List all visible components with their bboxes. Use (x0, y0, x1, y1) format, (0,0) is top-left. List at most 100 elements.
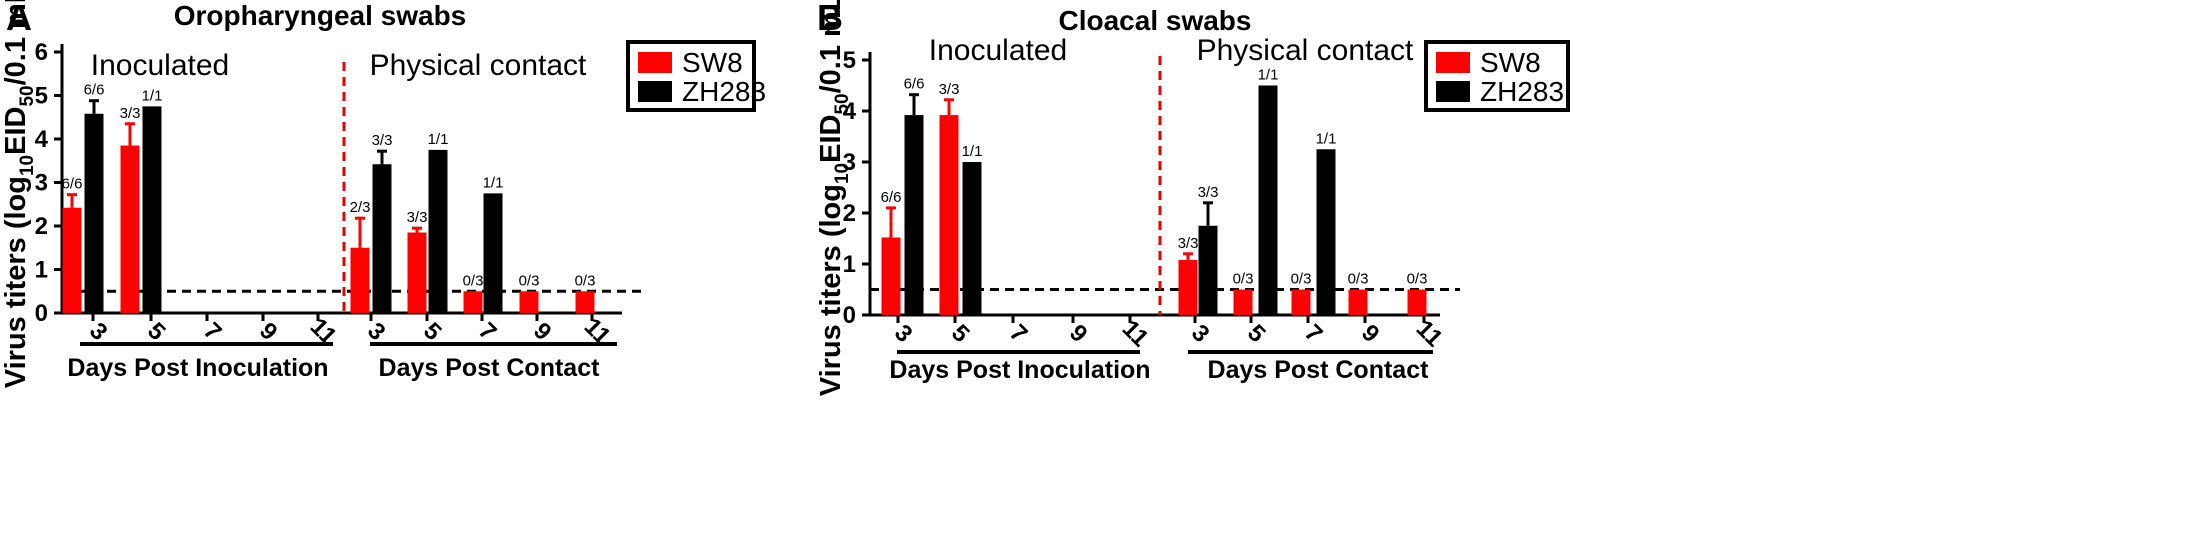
legend-label: SW8 (682, 47, 743, 78)
legend-label: ZH283 (1480, 76, 1564, 107)
y-tick-label: 0 (35, 300, 48, 327)
y-tick-label: 5 (843, 47, 856, 74)
y-tick-label: 5 (35, 83, 48, 110)
legend-swatch (638, 52, 672, 73)
y-tick-label: 6 (35, 39, 48, 66)
y-tick-label: 1 (35, 257, 48, 284)
x-tick-label: 9 (254, 317, 283, 346)
x-tick-label: 9 (1356, 319, 1385, 348)
sw8-bar (350, 247, 370, 313)
sw8-bar (939, 115, 959, 315)
x-axis-label: Days Post Contact (1208, 356, 1430, 384)
fraction-label: 1/1 (428, 131, 449, 148)
zh283-bar (904, 115, 924, 315)
sw8-bar (575, 291, 595, 313)
zh283-bar (1198, 225, 1218, 315)
panel-letter: A (6, 0, 32, 38)
x-tick-label: 7 (1004, 319, 1033, 348)
fraction-label: 3/3 (372, 132, 393, 149)
y-tick-label: 0 (843, 302, 856, 329)
y-axis-label-part: /0.1 mL) (0, 0, 32, 85)
y-axis-label-part: 10 (832, 163, 853, 184)
sw8-bar (62, 207, 82, 313)
y-axis-label-part: 50 (832, 93, 853, 114)
sw8-bar (1407, 289, 1427, 315)
y-axis-label: Virus titers (log10EID50/0.1 mL) (0, 0, 38, 388)
legend-swatch (638, 81, 672, 102)
x-axis-label: Days Post Inoculation (67, 354, 328, 382)
x-tick-label: 3 (889, 319, 918, 348)
y-axis-label-part: EID (815, 115, 847, 163)
y-tick-label: 3 (843, 149, 856, 176)
fraction-label: 3/3 (939, 81, 960, 98)
y-axis-label-part: /0.1 mL) (815, 0, 847, 93)
group-label: Physical contact (1197, 34, 1414, 67)
zh283-bar (962, 162, 982, 315)
x-tick-label: 11 (1117, 315, 1154, 352)
y-axis-label: Virus titers (log10EID50/0.1 mL) (815, 0, 853, 396)
sw8-bar (1178, 259, 1198, 315)
sw8-bar (1233, 289, 1253, 315)
sw8-bar (1291, 289, 1311, 315)
sw8-bar (1348, 289, 1368, 315)
y-tick-label: 2 (843, 200, 856, 227)
fraction-label: 3/3 (1178, 235, 1199, 252)
y-tick-label: 4 (843, 98, 857, 125)
fraction-label: 1/1 (962, 143, 983, 160)
zh283-bar (372, 164, 392, 313)
legend-swatch (1436, 52, 1470, 73)
group-label: Inoculated (91, 49, 229, 82)
x-tick-label: 5 (142, 317, 171, 346)
x-tick-label: 7 (1299, 319, 1328, 348)
legend-label: SW8 (1480, 47, 1541, 78)
y-tick-label: 4 (35, 126, 49, 153)
sw8-bar (881, 237, 901, 315)
y-axis-label-part: Virus titers (log (815, 184, 847, 396)
fraction-label: 3/3 (407, 209, 428, 226)
x-axis-label: Days Post Contact (379, 354, 601, 382)
x-tick-label: 3 (1186, 319, 1215, 348)
fraction-label: 6/6 (904, 76, 925, 93)
zh283-bar (84, 113, 104, 314)
sw8-bar (519, 291, 539, 313)
zh283-bar (483, 193, 503, 313)
x-tick-label: 9 (1064, 319, 1093, 348)
fraction-label: 3/3 (1198, 184, 1219, 201)
fraction-label: 6/6 (84, 82, 105, 99)
x-tick-label: 3 (362, 317, 391, 346)
fraction-label: 1/1 (142, 87, 163, 104)
fraction-label: 1/1 (1258, 67, 1279, 84)
panel-title: Oropharyngeal swabs (174, 0, 467, 31)
fraction-label: 2/3 (350, 199, 371, 216)
fraction-label: 6/6 (62, 176, 83, 193)
fraction-label: 0/3 (519, 272, 540, 289)
y-axis-label-part: Virus titers (log (0, 176, 32, 388)
x-tick-label: 9 (528, 317, 557, 346)
fraction-label: 0/3 (463, 272, 484, 289)
y-tick-label: 3 (35, 170, 48, 197)
x-tick-label: 11 (1411, 315, 1448, 352)
zh283-bar (428, 149, 448, 313)
fraction-label: 0/3 (1407, 271, 1428, 288)
x-tick-label: 5 (946, 319, 975, 348)
x-tick-label: 5 (418, 317, 447, 346)
fraction-label: 0/3 (1233, 271, 1254, 288)
group-label: Inoculated (929, 34, 1067, 67)
zh283-bar (1316, 149, 1336, 315)
fraction-label: 0/3 (575, 272, 596, 289)
legend-swatch (1436, 81, 1470, 102)
x-tick-label: 3 (84, 317, 113, 346)
y-tick-label: 1 (843, 251, 856, 278)
zh283-bar (1258, 85, 1278, 315)
y-axis-label-part: EID (0, 107, 32, 155)
y-axis-label-part: 10 (17, 155, 38, 176)
y-tick-label: 2 (35, 213, 48, 240)
x-tick-label: 7 (473, 317, 502, 346)
sw8-bar (120, 145, 140, 313)
y-axis-label-part: 50 (17, 85, 38, 106)
x-axis-label: Days Post Inoculation (889, 356, 1150, 384)
fraction-label: 3/3 (120, 105, 141, 122)
fraction-label: 0/3 (1291, 271, 1312, 288)
group-label: Physical contact (370, 49, 587, 82)
sw8-bar (463, 291, 483, 313)
